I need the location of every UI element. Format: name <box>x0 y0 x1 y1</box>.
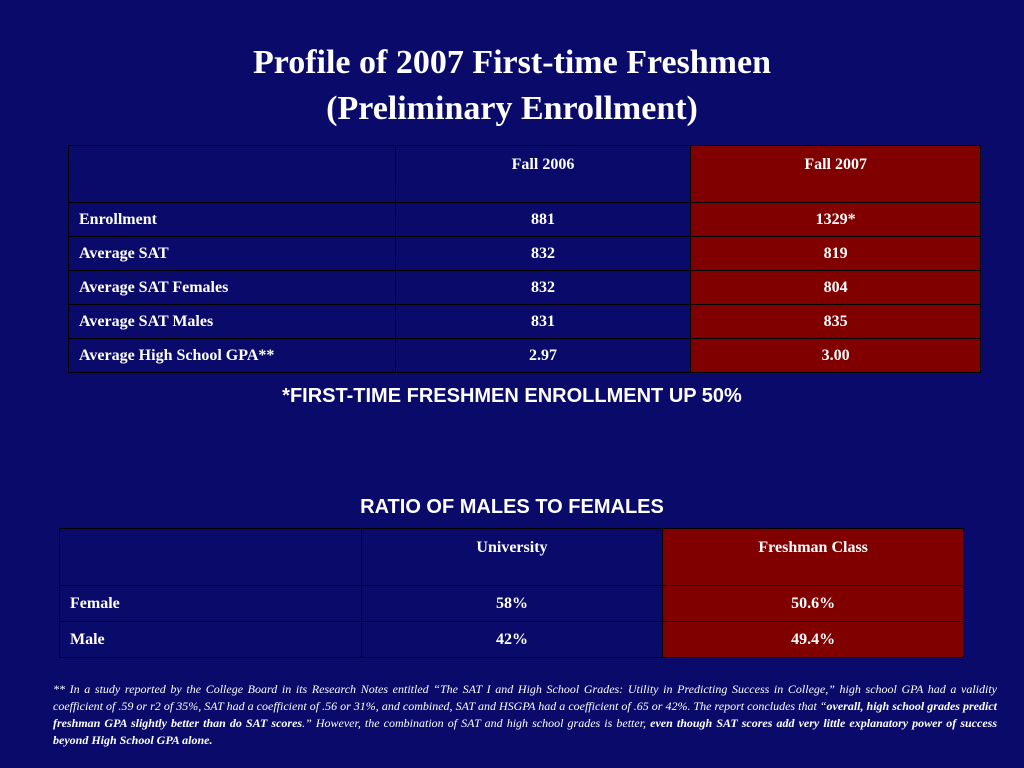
footnote-emphasis-2: even though SAT scores add very little e… <box>53 716 997 747</box>
freshman-value: 49.4% <box>662 621 964 658</box>
row-label: Male <box>59 621 362 658</box>
footnote-emphasis-1: overall, high school grades predict fres… <box>53 699 997 730</box>
table-header-row: University Freshman Class <box>59 528 964 586</box>
fall-2007-value: 819 <box>690 236 981 271</box>
table-row: Average SAT Males 831 835 <box>68 304 981 339</box>
title-line-2: (Preliminary Enrollment) <box>326 90 698 127</box>
gender-ratio-table: University Freshman Class Female 58% 50.… <box>59 528 964 658</box>
header-cell-fall-2006: Fall 2006 <box>394 145 692 203</box>
fall-2006-value: 2.97 <box>394 338 692 373</box>
fall-2006-value: 832 <box>394 236 692 271</box>
header-cell-blank <box>68 145 396 203</box>
fall-2007-value: 804 <box>690 270 981 305</box>
header-cell-fall-2007: Fall 2007 <box>690 145 981 203</box>
table-row: Enrollment 881 1329* <box>68 202 981 237</box>
row-label: Average High School GPA** <box>68 338 396 373</box>
table-row: Male 42% 49.4% <box>59 621 964 658</box>
table-row: Female 58% 50.6% <box>59 585 964 622</box>
fall-2006-value: 831 <box>394 304 692 339</box>
university-value: 58% <box>360 585 664 622</box>
ratio-heading: RATIO OF MALES TO FEMALES <box>360 496 664 518</box>
row-label: Enrollment <box>68 202 396 237</box>
row-label: Average SAT Females <box>68 270 396 305</box>
row-label: Average SAT <box>68 236 396 271</box>
header-cell-blank <box>59 528 362 586</box>
freshman-value: 50.6% <box>662 585 964 622</box>
gpa-footnote: ** In a study reported by the College Bo… <box>53 681 997 749</box>
fall-2007-value: 3.00 <box>690 338 981 373</box>
fall-2007-value: 1329* <box>690 202 981 237</box>
row-label: Female <box>59 585 362 622</box>
fall-2006-value: 881 <box>394 202 692 237</box>
footnote-text-2: .” However, the combination of SAT and h… <box>302 716 651 730</box>
fall-2007-value: 835 <box>690 304 981 339</box>
freshmen-profile-table: Fall 2006 Fall 2007 Enrollment 881 1329*… <box>68 145 981 373</box>
table-row: Average SAT 832 819 <box>68 236 981 271</box>
title-line-1: Profile of 2007 First-time Freshmen <box>252 44 772 81</box>
table-header-row: Fall 2006 Fall 2007 <box>68 145 981 203</box>
row-label: Average SAT Males <box>68 304 396 339</box>
enrollment-increase-note: *FIRST-TIME FRESHMEN ENROLLMENT UP 50% <box>282 385 742 407</box>
footnote-text-1: ** In a study reported by the College Bo… <box>53 682 997 713</box>
table-row: Average High School GPA** 2.97 3.00 <box>68 338 981 373</box>
table-row: Average SAT Females 832 804 <box>68 270 981 305</box>
fall-2006-value: 832 <box>394 270 692 305</box>
university-value: 42% <box>360 621 664 658</box>
slide-title: Profile of 2007 First-time Freshmen (Pre… <box>0 40 1024 132</box>
header-cell-university: University <box>360 528 664 586</box>
header-cell-freshman-class: Freshman Class <box>662 528 964 586</box>
